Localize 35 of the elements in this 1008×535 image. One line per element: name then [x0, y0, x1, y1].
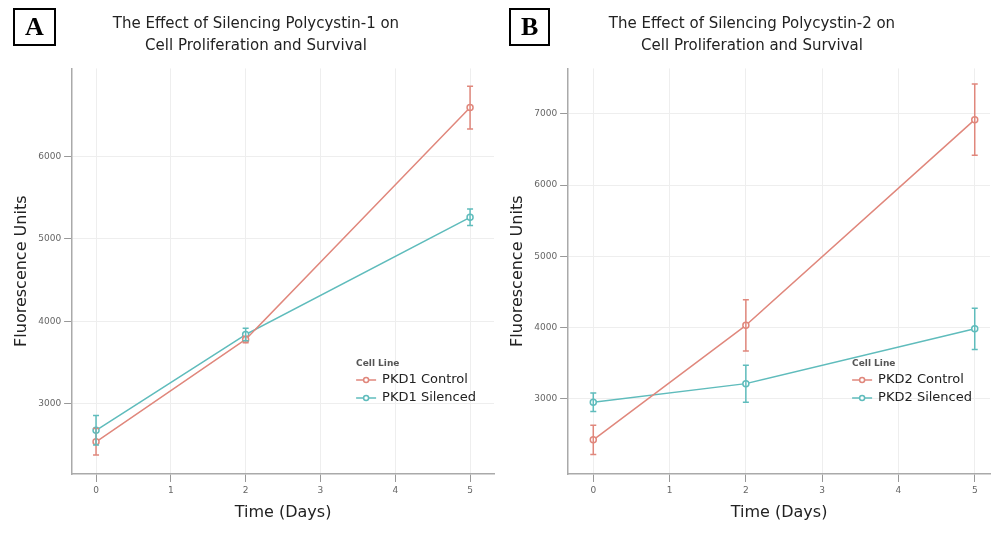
x-tick-label: 1: [167, 484, 174, 495]
y-axis-title: Fluorescence Units: [10, 195, 30, 347]
y-tick-label: 7000: [534, 108, 558, 119]
x-tick-label: 2: [242, 484, 249, 495]
legend-label: PKD1 Control: [382, 371, 468, 387]
x-tick-label: 5: [971, 484, 978, 495]
x-tick-label: 5: [467, 484, 473, 495]
legend-label: PKD2 Silenced: [878, 389, 972, 405]
x-tick-label: 4: [392, 484, 399, 495]
y-tick-label: 4000: [534, 321, 558, 332]
legend-label: PKD2 Control: [878, 371, 964, 387]
x-axis-title: Time (Days): [729, 501, 828, 521]
x-tick-label: 4: [895, 484, 902, 495]
x-tick-label: 3: [819, 484, 826, 495]
legend-title: Cell Line: [356, 358, 400, 369]
x-tick-label: 0: [93, 484, 100, 495]
y-tick-label: 5000: [38, 233, 62, 244]
y-tick-label: 5000: [534, 250, 558, 261]
chart-title: The Effect of Silencing Polycystin-1 on Cell Proliferation and Survival: [111, 13, 401, 56]
x-axis-title: Time (Days): [233, 501, 332, 521]
y-tick-label: 3000: [38, 398, 62, 409]
x-tick-label: 3: [317, 484, 324, 495]
legend-label: PKD1 Silenced: [382, 389, 476, 405]
x-tick-label: 0: [590, 484, 597, 495]
y-tick-label: 3000: [534, 392, 558, 403]
y-tick-label: 6000: [534, 179, 558, 190]
y-axis-title: Fluorescence Units: [506, 195, 526, 347]
x-tick-label: 2: [743, 484, 749, 495]
legend-title: Cell Line: [852, 358, 896, 369]
y-tick-label: 4000: [38, 315, 62, 326]
y-tick-label: 6000: [38, 150, 62, 161]
chart-title: The Effect of Silencing Polycystin-2 on Cell Proliferation and Survival: [607, 13, 897, 56]
text: A: [13, 8, 56, 46]
text: B: [509, 8, 551, 46]
x-tick-label: 1: [666, 484, 673, 495]
